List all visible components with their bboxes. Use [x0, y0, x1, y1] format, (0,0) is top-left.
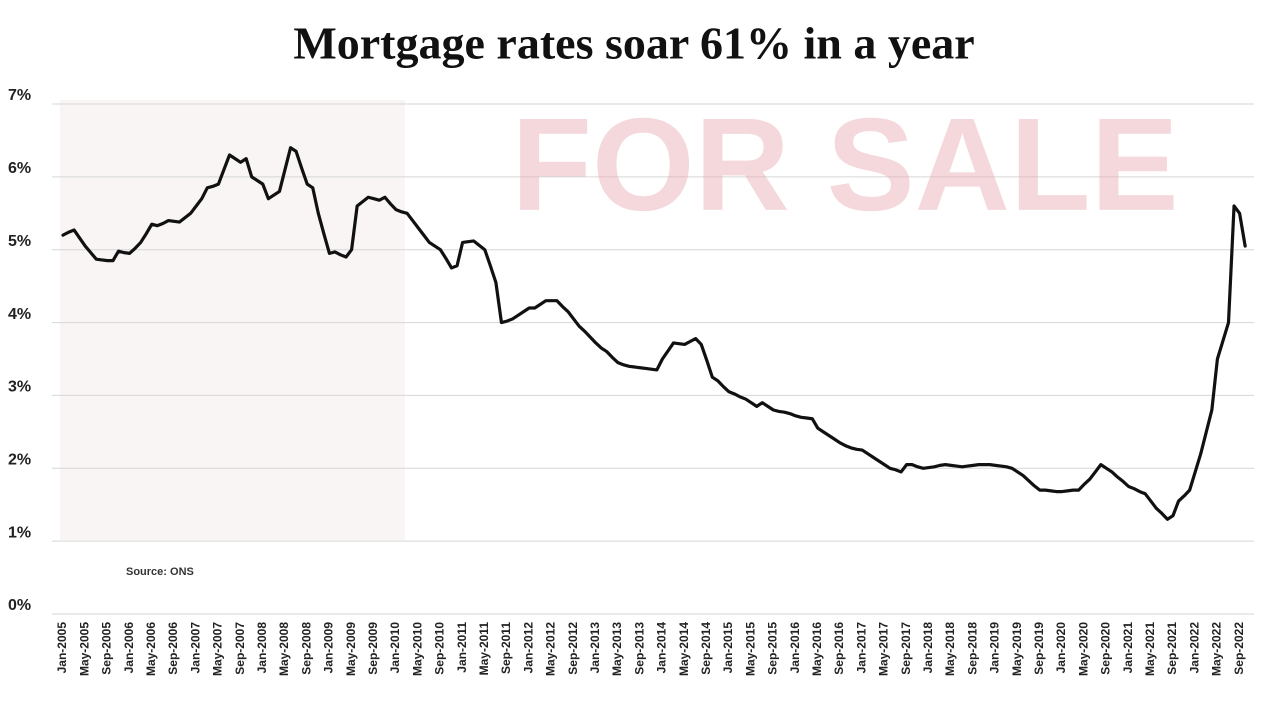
- x-tick-label: Sep-2018: [965, 622, 979, 675]
- x-tick-label: Sep-2017: [899, 622, 913, 675]
- y-tick-label: 7%: [8, 87, 31, 104]
- y-tick-label: 1%: [8, 524, 31, 541]
- x-tick-label: Sep-2013: [632, 622, 646, 675]
- source-note: Source: ONS: [126, 566, 194, 578]
- x-tick-label: Jan-2006: [122, 622, 136, 674]
- x-tick-label: May-2018: [943, 622, 957, 676]
- x-tick-label: Sep-2006: [166, 622, 180, 675]
- x-tick-label: Sep-2015: [766, 622, 780, 675]
- x-tick-label: May-2010: [410, 622, 424, 676]
- x-tick-label: Jan-2016: [788, 622, 802, 674]
- x-tick-label: Jan-2010: [388, 622, 402, 674]
- x-tick-label: Jan-2011: [455, 622, 469, 673]
- x-tick-label: Sep-2021: [1165, 622, 1179, 675]
- x-tick-label: Jan-2021: [1121, 622, 1135, 674]
- x-tick-label: Jan-2019: [988, 622, 1002, 674]
- x-tick-label: Sep-2010: [433, 622, 447, 675]
- x-tick-label: May-2017: [877, 622, 891, 676]
- x-tick-label: Sep-2007: [233, 622, 247, 675]
- x-tick-label: Sep-2020: [1099, 622, 1113, 675]
- x-tick-label: Jan-2020: [1054, 622, 1068, 674]
- x-tick-label: Sep-2005: [100, 622, 114, 675]
- x-tick-label: Jan-2005: [55, 622, 69, 674]
- y-tick-label: 4%: [8, 306, 31, 323]
- x-tick-label: May-2016: [810, 622, 824, 676]
- x-tick-label: Jan-2012: [521, 622, 535, 674]
- x-tick-label: May-2015: [743, 622, 757, 676]
- x-tick-label: Sep-2009: [366, 622, 380, 675]
- x-tick-label: May-2019: [1010, 622, 1024, 676]
- x-tick-label: May-2009: [344, 622, 358, 676]
- x-tick-label: Jan-2015: [721, 622, 735, 674]
- x-tick-label: Jan-2008: [255, 622, 269, 674]
- x-tick-label: Sep-2014: [699, 622, 713, 675]
- x-tick-label: Sep-2016: [832, 622, 846, 675]
- x-tick-label: May-2013: [610, 622, 624, 676]
- x-tick-label: Sep-2011: [499, 622, 513, 674]
- background-text: FOR SALE: [511, 91, 1178, 238]
- x-tick-label: Jan-2013: [588, 622, 602, 674]
- y-tick-label: 0%: [8, 597, 31, 614]
- chart-title: Mortgage rates soar 61% in a year: [293, 18, 974, 69]
- x-tick-label: Sep-2008: [299, 622, 313, 675]
- y-tick-label: 3%: [8, 379, 31, 396]
- x-tick-label: May-2006: [144, 622, 158, 676]
- x-tick-label: Jan-2018: [921, 622, 935, 674]
- x-tick-label: May-2007: [211, 622, 225, 676]
- x-tick-label: May-2011: [477, 622, 491, 676]
- x-tick-label: May-2020: [1076, 622, 1090, 676]
- background-photo: [60, 100, 405, 540]
- x-tick-label: Sep-2012: [566, 622, 580, 675]
- x-tick-label: Sep-2019: [1032, 622, 1046, 675]
- y-tick-label: 2%: [8, 452, 31, 469]
- x-tick-label: Jan-2017: [854, 622, 868, 674]
- x-tick-label: Jan-2014: [655, 622, 669, 674]
- y-tick-label: 5%: [8, 233, 31, 250]
- y-tick-label: 6%: [8, 160, 31, 177]
- x-tick-label: May-2008: [277, 622, 291, 676]
- x-tick-label: Jan-2009: [322, 622, 336, 674]
- x-tick-label: Jan-2007: [188, 622, 202, 674]
- x-tick-label: Jan-2022: [1187, 622, 1201, 674]
- x-tick-label: Sep-2022: [1232, 622, 1246, 675]
- x-tick-label: May-2012: [544, 622, 558, 676]
- data-line: [61, 146, 1247, 521]
- x-tick-label: May-2021: [1143, 622, 1157, 676]
- x-tick-label: May-2022: [1210, 622, 1224, 676]
- x-tick-label: May-2014: [677, 622, 691, 676]
- x-tick-label: May-2005: [77, 622, 91, 676]
